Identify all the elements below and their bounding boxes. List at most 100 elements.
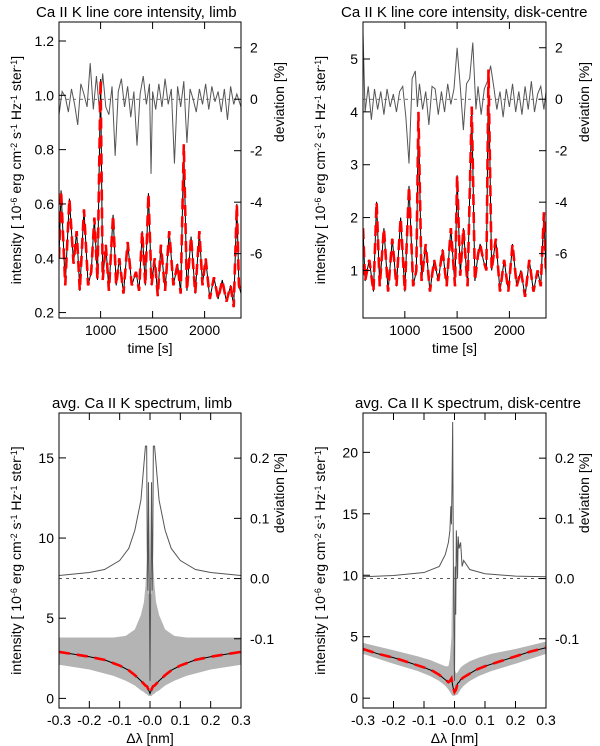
y-label-superscript: -2 [9,533,19,541]
x-axis-label: Δλ [nm] [126,730,173,746]
y-label-superscript: -1 [313,60,323,68]
y-label-superscript: -2 [9,143,19,151]
y2-tick-label: 0.1 [250,510,270,526]
y-label-text: intensity [ 10 [8,596,24,675]
x-tick-label: 0.2 [201,712,221,728]
y-label-text: erg cm [312,151,328,198]
y2-tick-label: 0 [555,91,563,107]
y-label-superscript: -2 [313,143,323,151]
x-tick-label: -0.0 [442,712,466,728]
y-label-text: ster [312,67,328,95]
x-tick-label: 2000 [494,322,525,338]
y-label-text: Hz [8,493,24,514]
y-tick-label: 2 [350,210,358,226]
x-tick-label: 1500 [137,322,168,338]
x-axis-label: Δλ [nm] [431,730,478,746]
y2-tick-label: -0.1 [555,631,579,647]
y-label-superscript: -2 [313,533,323,541]
x-tick-label: 0.3 [536,712,556,728]
series-model [59,650,241,698]
plot-frame [58,21,242,319]
plot-frame [362,21,547,319]
y-label-superscript: -6 [313,198,323,206]
chart-title: Ca II K line core intensity, limb [36,4,237,21]
y-tick-label: 0.6 [35,196,55,212]
y-tick-label: 10 [38,530,54,546]
y2-axis-label: deviation [%] [271,453,287,533]
panel-limb-avg-spectrum: -0.3 -0.2 -0.1 -0.0 0.1 0.2 0.3 0 5 10 15 0.2 0.1 0.0… [8,395,287,746]
y-label-superscript: -1 [9,95,19,103]
y-label-text: erg cm [312,541,328,588]
plot-area [59,63,241,308]
y-label-text: erg cm [8,541,24,588]
y-label-text: intensity [ 10 [312,596,328,675]
y2-tick-label: 0 [250,91,258,107]
y-label-text: intensity [ 10 [312,205,328,284]
x-tick-label: 0.3 [231,712,251,728]
y2-tick-label: -0.1 [250,631,274,647]
y-label-superscript: -6 [9,588,19,596]
chart-title: Ca II K line core intensity, disk-centre [341,4,588,21]
y-label-text: s [312,522,328,533]
x-axis-label: time [s] [127,340,172,356]
y-label-superscript: -1 [9,450,19,458]
x-tick-label: 0.2 [506,712,526,728]
y-tick-label: 1 [350,262,358,278]
plot-area [59,445,241,698]
series-deviation [59,445,241,681]
y-axis-label: intensity [ 10-6 erg cm-2 s-1 Hz-1 ster-… [8,446,24,674]
x-tick-label: -0.2 [381,712,405,728]
x-tick-label: 1000 [85,322,116,338]
series-model [363,646,546,696]
y-tick-label: 0 [350,690,358,706]
chart-title: avg. Ca II K spectrum, limb [52,395,232,412]
y-label-superscript: -6 [9,198,19,206]
y-label-text: Hz [8,103,24,124]
y-label-superscript: -1 [9,485,19,493]
y-label-text: ster [312,458,328,486]
y-label-text: ster [8,67,24,95]
y-label-text: Hz [312,493,328,514]
y-label-superscript: -1 [313,124,323,132]
y-tick-label: 5 [350,629,358,645]
y-tick-label: 20 [342,444,358,460]
y2-tick-label: 2 [250,40,258,56]
x-tick-label: 0.1 [475,712,495,728]
y-label-text: s [8,522,24,533]
y-label-superscript: -1 [313,485,323,493]
x-tick-label: -0.1 [412,712,436,728]
y-label-text: ] [312,56,328,60]
y-tick-label: 15 [38,450,54,466]
y2-axis-label: deviation [%] [576,453,592,533]
series-deviation [363,422,546,681]
y-tick-label: 1.0 [35,87,55,103]
y-label-text: intensity [ 10 [8,205,24,284]
plot-area [363,32,546,298]
y2-tick-label: -2 [555,143,568,159]
y2-tick-label: -2 [250,143,263,159]
y-label-text: ster [8,458,24,486]
y2-tick-label: -6 [555,246,568,262]
panel-disk-centre-avg-spectrum: -0.3 -0.2 -0.1 -0.0 0.1 0.2 0.3 0 5 10 15 20 0.2 0.1 0… [312,395,592,746]
y2-tick-label: 2 [555,40,563,56]
y-label-text: ] [8,56,24,60]
y2-tick-label: 0.2 [250,450,270,466]
y2-tick-label: 0.0 [250,571,270,587]
y-label-superscript: -1 [313,514,323,522]
plot-area [363,422,546,696]
x-tick-label: 2000 [189,322,220,338]
x-tick-label: -0.3 [351,712,375,728]
x-tick-label: -0.3 [47,712,71,728]
y-tick-label: 0.4 [35,250,55,266]
y-label-superscript: -1 [9,514,19,522]
y-label-text: erg cm [8,151,24,198]
series-deviation [59,63,241,174]
y-label-superscript: -1 [313,95,323,103]
y-tick-label: 0.8 [35,142,55,158]
y-tick-label: 1.2 [35,33,55,49]
y-label-superscript: -1 [9,124,19,132]
x-tick-label: 1500 [442,322,473,338]
y2-axis-label: deviation [%] [576,62,592,142]
y-axis-label: intensity [ 10-6 erg cm-2 s-1 Hz-1 ster-… [312,56,328,284]
y-axis-label: intensity [ 10-6 erg cm-2 s-1 Hz-1 ster-… [312,446,328,674]
